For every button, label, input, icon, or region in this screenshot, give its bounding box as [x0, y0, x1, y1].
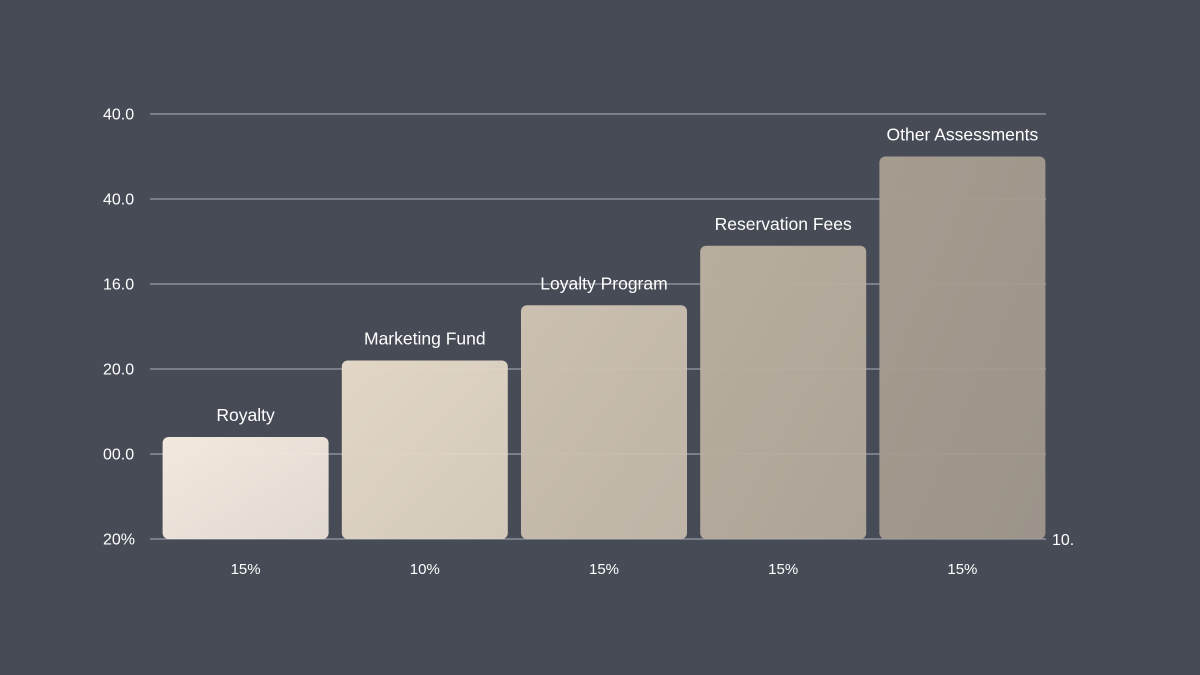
y-tick-label: 40.0: [103, 107, 134, 124]
bar-label: Loyalty Program: [540, 273, 667, 293]
x-tick-label: 15%: [231, 561, 261, 578]
bar: [341, 360, 508, 539]
y-tick-label: 20%: [103, 532, 135, 549]
x-axis-ticks: 15% 10% 15% 15% 15%: [231, 561, 978, 578]
x-tick-label: 15%: [589, 561, 619, 578]
x-tick-label: 15%: [768, 561, 798, 578]
x-tick-label: 10%: [410, 561, 440, 578]
y-tick-label: 20.0: [103, 362, 134, 379]
bar: [162, 437, 329, 539]
bars: [162, 156, 1046, 539]
y-tick-label: 40.0: [103, 192, 134, 209]
right-axis-label: 10.: [1052, 532, 1074, 549]
x-tick-label: 15%: [947, 561, 977, 578]
bar-labels: Royalty Marketing Fund Loyalty Program Rese…: [216, 125, 1038, 426]
bar-label: Royalty: [216, 405, 275, 425]
bar-label: Marketing Fund: [364, 329, 486, 349]
bar: [700, 245, 867, 539]
y-axis-ticks: 40.0 40.0 16.0 20.0 00.0 20%: [103, 107, 135, 549]
bar-label: Reservation Fees: [715, 214, 852, 234]
bar-label: Other Assessments: [887, 125, 1039, 145]
y-tick-label: 16.0: [103, 277, 134, 294]
bar: [521, 305, 687, 539]
y-tick-label: 00.0: [103, 447, 134, 464]
bar: [879, 156, 1046, 539]
